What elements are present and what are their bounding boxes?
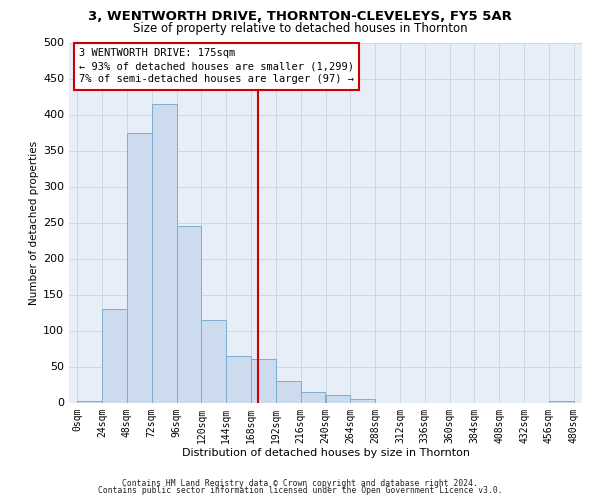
Bar <box>325 396 350 402</box>
Bar <box>301 392 325 402</box>
Bar <box>102 309 127 402</box>
Text: Contains public sector information licensed under the Open Government Licence v3: Contains public sector information licen… <box>98 486 502 495</box>
Bar <box>226 356 251 403</box>
Text: 3 WENTWORTH DRIVE: 175sqm
← 93% of detached houses are smaller (1,299)
7% of sem: 3 WENTWORTH DRIVE: 175sqm ← 93% of detac… <box>79 48 354 84</box>
Text: Contains HM Land Registry data © Crown copyright and database right 2024.: Contains HM Land Registry data © Crown c… <box>122 478 478 488</box>
Bar <box>176 226 202 402</box>
Bar <box>77 401 102 402</box>
Bar <box>127 132 152 402</box>
Bar <box>276 381 301 402</box>
Bar <box>251 360 276 403</box>
Text: 3, WENTWORTH DRIVE, THORNTON-CLEVELEYS, FY5 5AR: 3, WENTWORTH DRIVE, THORNTON-CLEVELEYS, … <box>88 10 512 23</box>
Y-axis label: Number of detached properties: Number of detached properties <box>29 140 39 304</box>
Bar <box>549 401 574 402</box>
Bar <box>350 399 375 402</box>
X-axis label: Distribution of detached houses by size in Thornton: Distribution of detached houses by size … <box>182 448 470 458</box>
Text: Size of property relative to detached houses in Thornton: Size of property relative to detached ho… <box>133 22 467 35</box>
Bar <box>202 320 226 402</box>
Bar <box>152 104 176 403</box>
